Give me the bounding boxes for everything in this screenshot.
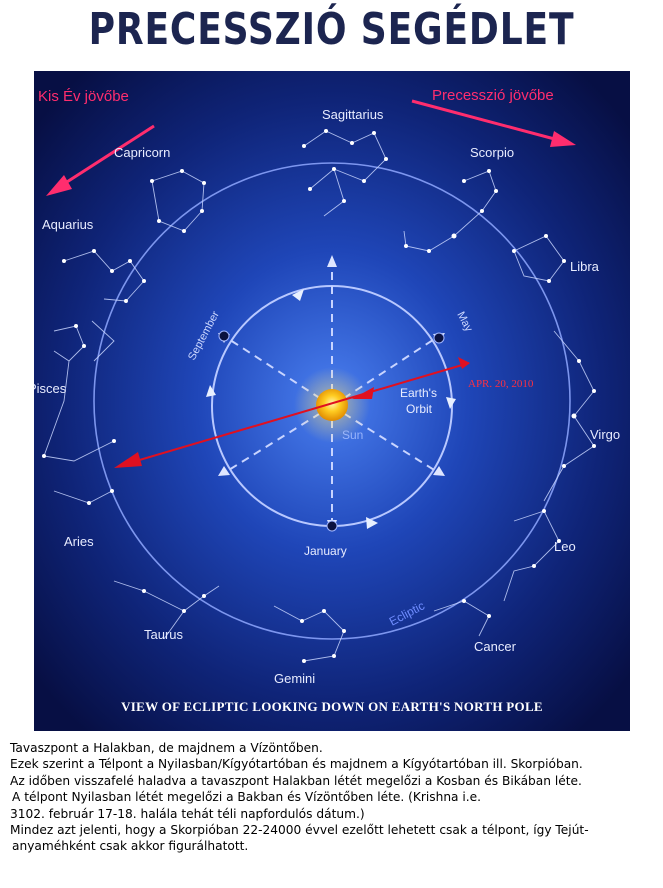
label-earths-orbit-2: Orbit bbox=[406, 402, 433, 416]
label-january: January bbox=[304, 544, 347, 558]
diagram-footer: VIEW OF ECLIPTIC LOOKING DOWN ON EARTH'S… bbox=[121, 699, 543, 714]
label-pisces: Pisces bbox=[34, 381, 67, 396]
caption-line: Az időben visszafelé haladva a tavaszpon… bbox=[10, 773, 582, 788]
page-title: PRECESSZIÓ SEGÉDLET bbox=[88, 4, 575, 55]
label-aquarius: Aquarius bbox=[42, 217, 94, 232]
label-sun: Sun bbox=[342, 428, 363, 442]
label-scorpio: Scorpio bbox=[470, 145, 514, 160]
orbit-earth-positions bbox=[218, 330, 445, 532]
precession-axis-line bbox=[118, 362, 470, 467]
label-precesszio: Precesszió jövőbe bbox=[432, 87, 554, 104]
caption-line: Ezek szerint a Télpont a Nyilasban/Kígyó… bbox=[10, 757, 583, 772]
label-date: APR. 20, 2010 bbox=[468, 378, 534, 390]
label-gemini: Gemini bbox=[274, 671, 315, 686]
caption-line: 3102. február 17-18. halála tehát téli n… bbox=[10, 806, 365, 821]
caption-line: Tavaszpont a Halakban, de majdnem a Vízö… bbox=[10, 741, 323, 755]
label-earths-orbit-1: Earth's bbox=[400, 386, 437, 400]
label-cancer: Cancer bbox=[474, 639, 517, 654]
precesszio-arrow bbox=[411, 99, 576, 147]
red-arrowhead-center bbox=[352, 387, 374, 399]
label-leo: Leo bbox=[554, 539, 576, 554]
label-libra: Libra bbox=[570, 259, 600, 274]
ecliptic-circle bbox=[93, 162, 571, 640]
caption-line: anyaméhként csak akkor figurálhatott. bbox=[12, 839, 249, 854]
label-virgo: Virgo bbox=[590, 427, 620, 442]
kis-ev-arrow bbox=[46, 124, 155, 196]
caption: Tavaszpont a Halakban, de majdnem a Vízö… bbox=[10, 740, 655, 855]
label-aries: Aries bbox=[64, 534, 94, 549]
label-capricorn: Capricorn bbox=[114, 145, 170, 160]
star-dots bbox=[42, 129, 596, 663]
caption-line: Mindez azt jelenti, hogy a Skorpióban 22… bbox=[10, 823, 589, 838]
red-arrowhead-left bbox=[114, 452, 142, 468]
caption-line: A télpont Nyilasban létét megelőzi a Bak… bbox=[12, 790, 482, 805]
red-arrowhead-right bbox=[458, 357, 470, 369]
label-sagittarius: Sagittarius bbox=[322, 107, 384, 122]
label-kis-ev: Kis Év jövőbe bbox=[38, 88, 129, 105]
sun-icon bbox=[316, 389, 348, 421]
ecliptic-diagram: Sagittarius Capricorn Scorpio Aquarius L… bbox=[34, 71, 630, 731]
label-taurus: Taurus bbox=[144, 627, 184, 642]
orbit-direction-arrows bbox=[206, 289, 456, 529]
